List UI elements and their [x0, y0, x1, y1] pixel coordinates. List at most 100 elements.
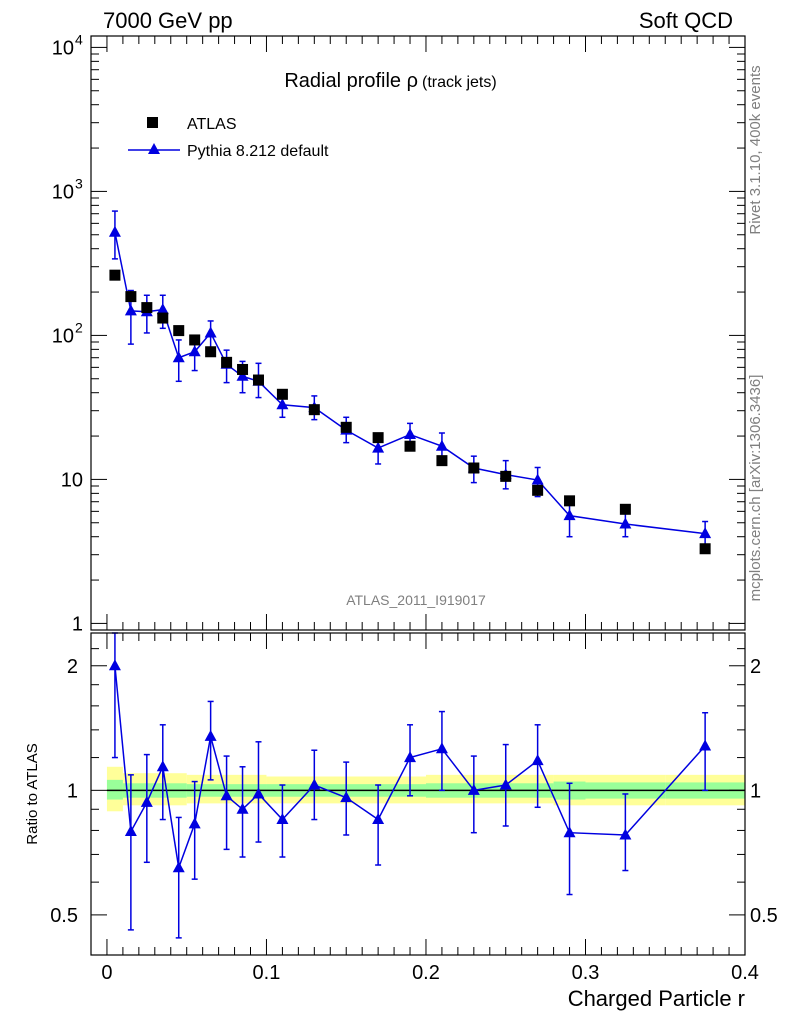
- ratio-point: [467, 783, 480, 795]
- ratio-y-axis-label: Ratio to ATLAS: [24, 743, 41, 844]
- ratio-mc-markers: [108, 659, 712, 873]
- mc-point: [124, 304, 137, 316]
- atlas-data-markers: [109, 269, 711, 555]
- mc-polyline: [114, 232, 706, 535]
- mc-point: [108, 225, 121, 237]
- mc-point: [236, 369, 249, 381]
- ratio-uncertainty-bands: [106, 766, 745, 812]
- atlas-point: [500, 470, 512, 482]
- plot-title-main: Radial profile ρ: [284, 70, 418, 92]
- atlas-point: [340, 421, 352, 433]
- atlas-point: [699, 543, 711, 555]
- ratio-y-tick-labels: 0.5 0.5 1 1 2 2: [50, 656, 778, 927]
- ratio-point: [531, 754, 544, 766]
- ratio-point: [499, 778, 512, 790]
- atlas-point: [221, 356, 233, 368]
- mc-point: [372, 441, 385, 453]
- header-right-title: Soft QCD: [639, 8, 733, 33]
- ratio-y-tick-label-right: 1: [750, 780, 761, 802]
- ratio-point: [172, 861, 185, 873]
- main-y-tick-label: 10: [52, 181, 74, 203]
- x-tick-label: 0: [101, 962, 112, 984]
- mc-error-bars: [111, 210, 709, 546]
- ratio-point: [563, 826, 576, 838]
- ratio-point: [404, 751, 417, 763]
- ratio-y-tick-label: 0.5: [50, 905, 78, 927]
- x-tick-label: 0.1: [253, 962, 281, 984]
- mc-markers: [108, 225, 712, 539]
- atlas-point: [436, 455, 448, 467]
- ratio-point: [435, 742, 448, 754]
- main-y-tick-exponent: 4: [75, 31, 83, 47]
- mc-point: [699, 527, 712, 539]
- atlas-point: [157, 312, 169, 324]
- ratio-plot-panel: 0.5 0.51 12 2 0 0.1 0.2 0.3 0.4 Ratio to ATLAS …: [24, 632, 778, 1011]
- ratio-point: [204, 729, 217, 741]
- main-plot-frame: [90, 35, 746, 631]
- x-tick-label: 0.3: [572, 962, 600, 984]
- ratio-point: [276, 813, 289, 825]
- ratio-point: [108, 659, 121, 671]
- ratio-point: [124, 825, 137, 837]
- ratio-point: [156, 760, 169, 772]
- header-left-title: 7000 GeV pp: [103, 8, 233, 33]
- mc-point: [188, 345, 201, 357]
- ratio-polyline: [114, 665, 706, 869]
- ratio-y-tick-label-right: 0.5: [750, 905, 778, 927]
- ratio-point: [372, 813, 385, 825]
- x-tick-label: 0.2: [412, 962, 440, 984]
- ratio-point: [236, 802, 249, 814]
- atlas-point: [308, 404, 320, 416]
- ratio-point: [619, 828, 632, 840]
- ratio-y-tick-label-right: 2: [750, 656, 761, 678]
- plot-title-sub: (track jets): [422, 74, 497, 91]
- ratio-point: [220, 789, 233, 801]
- mc-point: [531, 473, 544, 485]
- legend-atlas-label: ATLAS: [187, 116, 237, 133]
- mc-point: [204, 326, 217, 338]
- ratio-y-tick-label: 2: [67, 656, 78, 678]
- ratio-point: [252, 787, 265, 799]
- ratio-point: [188, 817, 201, 829]
- legend: ATLAS Pythia 8.212 default: [128, 116, 329, 160]
- legend-pythia-label: Pythia 8.212 default: [187, 143, 329, 160]
- atlas-point: [404, 440, 416, 452]
- atlas-point: [189, 334, 201, 346]
- mc-point: [276, 398, 289, 410]
- atlas-point: [276, 388, 288, 400]
- main-y-tick-label: 10: [61, 469, 83, 491]
- legend-atlas-marker: [147, 117, 158, 128]
- ratio-point: [699, 739, 712, 751]
- ratio-mc-line: [114, 665, 706, 869]
- ratio-y-tick-label: 1: [67, 780, 78, 802]
- legend-pythia-marker: [148, 143, 160, 154]
- atlas-point: [109, 269, 121, 281]
- atlas-point: [141, 302, 153, 314]
- main-axis-ticks: [91, 36, 746, 630]
- mc-point: [404, 428, 417, 440]
- main-y-tick-label: 10: [52, 325, 74, 347]
- x-tick-label: 0.4: [731, 962, 759, 984]
- main-y-tick-label: 10: [52, 37, 74, 59]
- ratio-point: [340, 791, 353, 803]
- analysis-tag: ATLAS_2011_I919017: [346, 592, 486, 608]
- atlas-point: [237, 363, 249, 375]
- atlas-point: [372, 432, 384, 444]
- ratio-point: [140, 795, 153, 807]
- rivet-version-label: Rivet 3.1.10, 400k events: [747, 65, 764, 234]
- atlas-point: [125, 291, 137, 303]
- mc-point: [619, 517, 632, 529]
- main-y-tick-label: 1: [72, 613, 83, 635]
- mc-point: [563, 509, 576, 521]
- atlas-point: [468, 462, 480, 474]
- mc-series-line: [114, 232, 706, 535]
- ratio-axis-ticks: [91, 632, 746, 956]
- ratio-plot-frame: [90, 632, 746, 956]
- x-tick-labels: 0 0.1 0.2 0.3 0.4: [101, 962, 759, 984]
- atlas-point: [205, 346, 217, 358]
- ratio-point: [308, 778, 321, 790]
- atlas-point: [564, 495, 576, 507]
- mc-point: [156, 303, 169, 315]
- main-y-tick-exponent: 3: [75, 175, 83, 191]
